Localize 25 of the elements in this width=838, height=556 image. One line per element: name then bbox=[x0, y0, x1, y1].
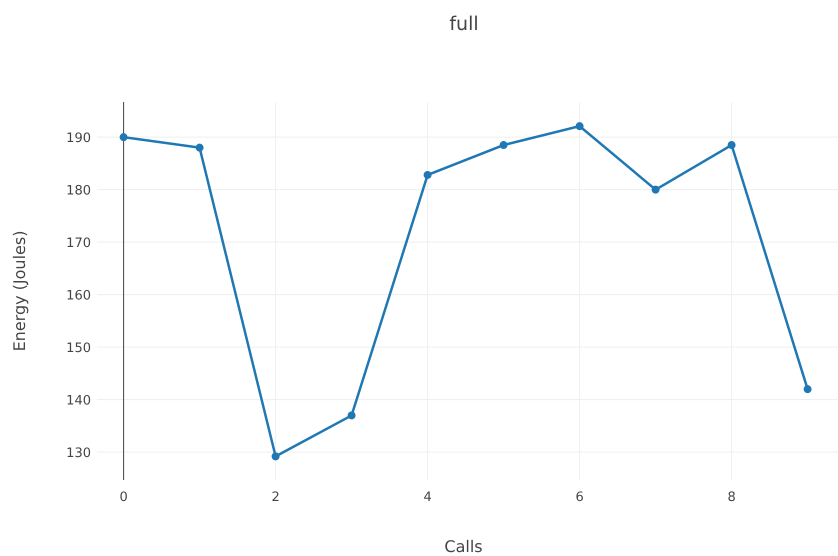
x-axis-title: Calls bbox=[444, 537, 483, 556]
y-tick-label: 130 bbox=[66, 446, 91, 462]
y-tick-label: 190 bbox=[66, 131, 91, 146]
point bbox=[652, 186, 660, 194]
x-tick-label: 4 bbox=[423, 490, 432, 505]
y-tick-label: 160 bbox=[66, 288, 91, 304]
x-tick-label: 2 bbox=[271, 490, 280, 505]
chart-title: full bbox=[449, 13, 479, 35]
y-tick-label: 140 bbox=[66, 394, 91, 409]
point bbox=[500, 141, 508, 150]
point bbox=[272, 452, 280, 460]
x-tick-label: 6 bbox=[575, 490, 584, 505]
point bbox=[120, 133, 128, 142]
point bbox=[576, 122, 584, 130]
y-tick-label: 170 bbox=[66, 236, 91, 252]
x-tick-label: 8 bbox=[727, 490, 736, 505]
y-tick-label: 150 bbox=[66, 341, 91, 356]
point bbox=[424, 170, 432, 179]
point bbox=[804, 385, 812, 394]
x-tick-label: 0 bbox=[119, 490, 128, 505]
y-tick-label: 180 bbox=[66, 184, 91, 199]
point bbox=[196, 144, 204, 152]
point bbox=[728, 141, 736, 150]
y-axis-title: Energy (Joules) bbox=[10, 230, 29, 352]
point bbox=[348, 411, 356, 420]
